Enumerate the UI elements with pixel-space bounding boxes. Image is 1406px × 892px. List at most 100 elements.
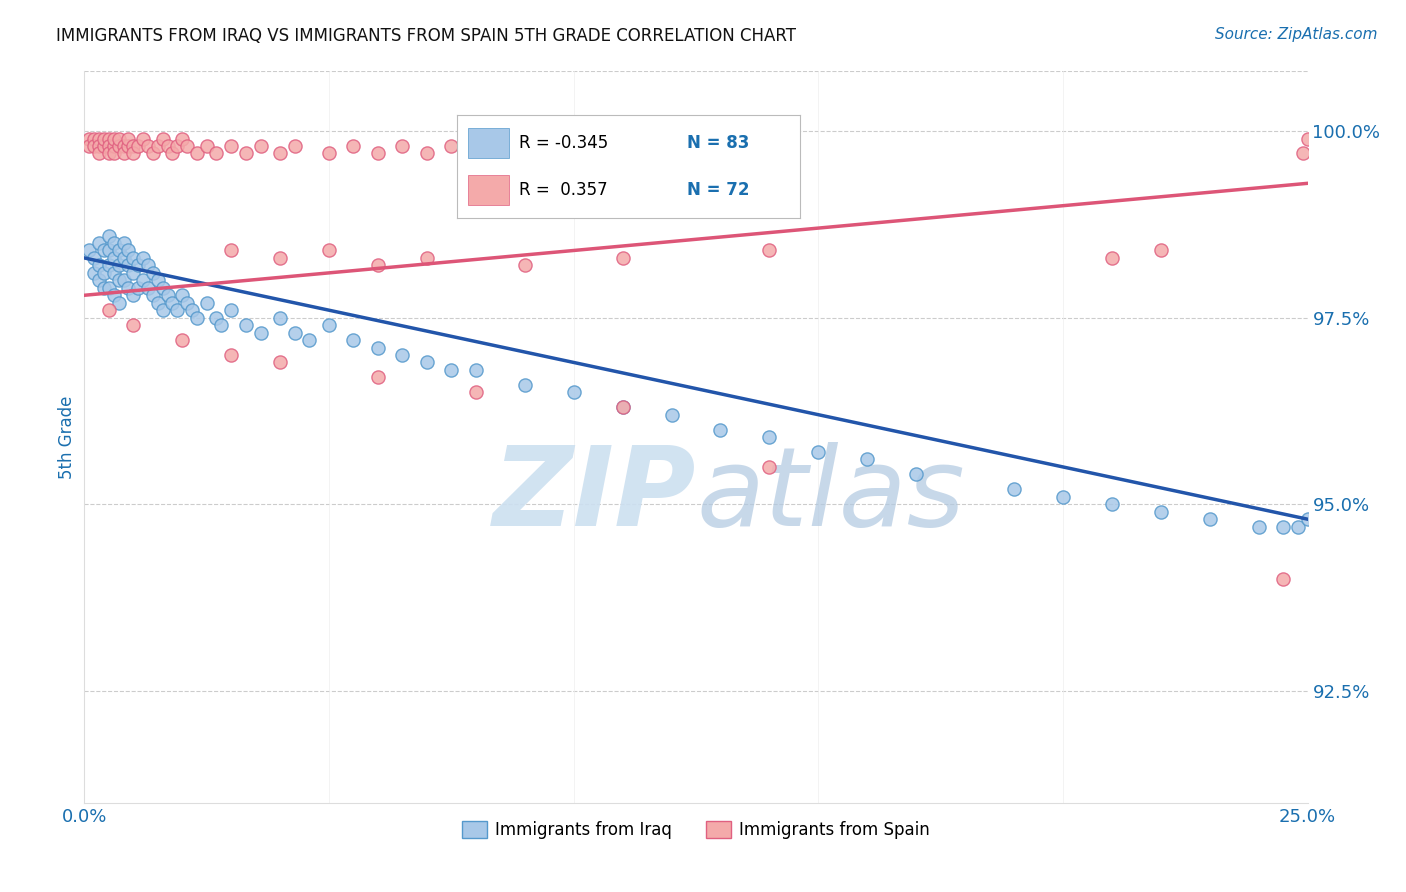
- Point: [186, 310, 208, 325]
- Point: [284, 139, 307, 153]
- Point: [709, 423, 731, 437]
- Point: [112, 251, 135, 265]
- Point: [209, 318, 232, 332]
- Point: [661, 408, 683, 422]
- Point: [132, 131, 155, 145]
- Point: [367, 259, 389, 273]
- Point: [77, 139, 100, 153]
- Point: [122, 146, 145, 161]
- Point: [1272, 572, 1295, 586]
- Point: [103, 235, 125, 250]
- Point: [112, 146, 135, 161]
- Point: [97, 146, 120, 161]
- Point: [103, 139, 125, 153]
- Point: [77, 244, 100, 258]
- Point: [87, 131, 110, 145]
- Text: ZIP: ZIP: [492, 442, 696, 549]
- Point: [117, 139, 139, 153]
- Point: [318, 244, 340, 258]
- Point: [342, 139, 364, 153]
- Point: [117, 131, 139, 145]
- Point: [440, 139, 463, 153]
- Point: [1286, 519, 1309, 533]
- Point: [127, 259, 149, 273]
- Point: [77, 131, 100, 145]
- Point: [416, 251, 439, 265]
- Point: [152, 303, 174, 318]
- Point: [97, 244, 120, 258]
- Text: atlas: atlas: [696, 442, 965, 549]
- Point: [122, 139, 145, 153]
- Point: [142, 266, 165, 280]
- Point: [87, 139, 110, 153]
- Point: [391, 139, 413, 153]
- Point: [142, 288, 165, 302]
- Point: [83, 251, 105, 265]
- Point: [1272, 519, 1295, 533]
- Point: [162, 146, 184, 161]
- Point: [1292, 146, 1315, 161]
- Point: [122, 251, 145, 265]
- Point: [1150, 505, 1173, 519]
- Point: [83, 139, 105, 153]
- Text: IMMIGRANTS FROM IRAQ VS IMMIGRANTS FROM SPAIN 5TH GRADE CORRELATION CHART: IMMIGRANTS FROM IRAQ VS IMMIGRANTS FROM …: [56, 27, 796, 45]
- Point: [758, 430, 780, 444]
- Point: [83, 131, 105, 145]
- Point: [166, 139, 188, 153]
- Point: [1002, 483, 1025, 497]
- Point: [856, 452, 879, 467]
- Point: [117, 259, 139, 273]
- Point: [391, 348, 413, 362]
- Point: [172, 288, 194, 302]
- Point: [107, 244, 129, 258]
- Point: [1198, 512, 1220, 526]
- Point: [136, 139, 159, 153]
- Point: [440, 363, 463, 377]
- Point: [219, 139, 242, 153]
- Point: [117, 244, 139, 258]
- Point: [513, 259, 536, 273]
- Point: [298, 333, 321, 347]
- Point: [195, 139, 218, 153]
- Point: [122, 318, 145, 332]
- Point: [107, 273, 129, 287]
- Point: [269, 251, 291, 265]
- Point: [172, 131, 194, 145]
- Point: [93, 131, 115, 145]
- Point: [612, 401, 634, 415]
- Point: [249, 326, 271, 340]
- Point: [186, 146, 208, 161]
- Point: [1296, 512, 1319, 526]
- Point: [416, 146, 439, 161]
- Point: [162, 295, 184, 310]
- Point: [117, 281, 139, 295]
- Point: [1296, 131, 1319, 145]
- Point: [367, 146, 389, 161]
- Point: [132, 251, 155, 265]
- Point: [97, 139, 120, 153]
- Point: [107, 139, 129, 153]
- Point: [464, 363, 486, 377]
- Point: [172, 333, 194, 347]
- Point: [152, 281, 174, 295]
- Point: [127, 281, 149, 295]
- Point: [97, 303, 120, 318]
- Point: [269, 310, 291, 325]
- Point: [97, 281, 120, 295]
- Point: [513, 139, 536, 153]
- Point: [93, 244, 115, 258]
- Point: [318, 146, 340, 161]
- Point: [235, 146, 257, 161]
- Point: [318, 318, 340, 332]
- Point: [142, 146, 165, 161]
- Point: [235, 318, 257, 332]
- Point: [136, 281, 159, 295]
- Point: [205, 310, 228, 325]
- Point: [219, 303, 242, 318]
- Point: [107, 131, 129, 145]
- Point: [284, 326, 307, 340]
- Point: [97, 228, 120, 243]
- Point: [1052, 490, 1074, 504]
- Point: [107, 259, 129, 273]
- Point: [269, 355, 291, 369]
